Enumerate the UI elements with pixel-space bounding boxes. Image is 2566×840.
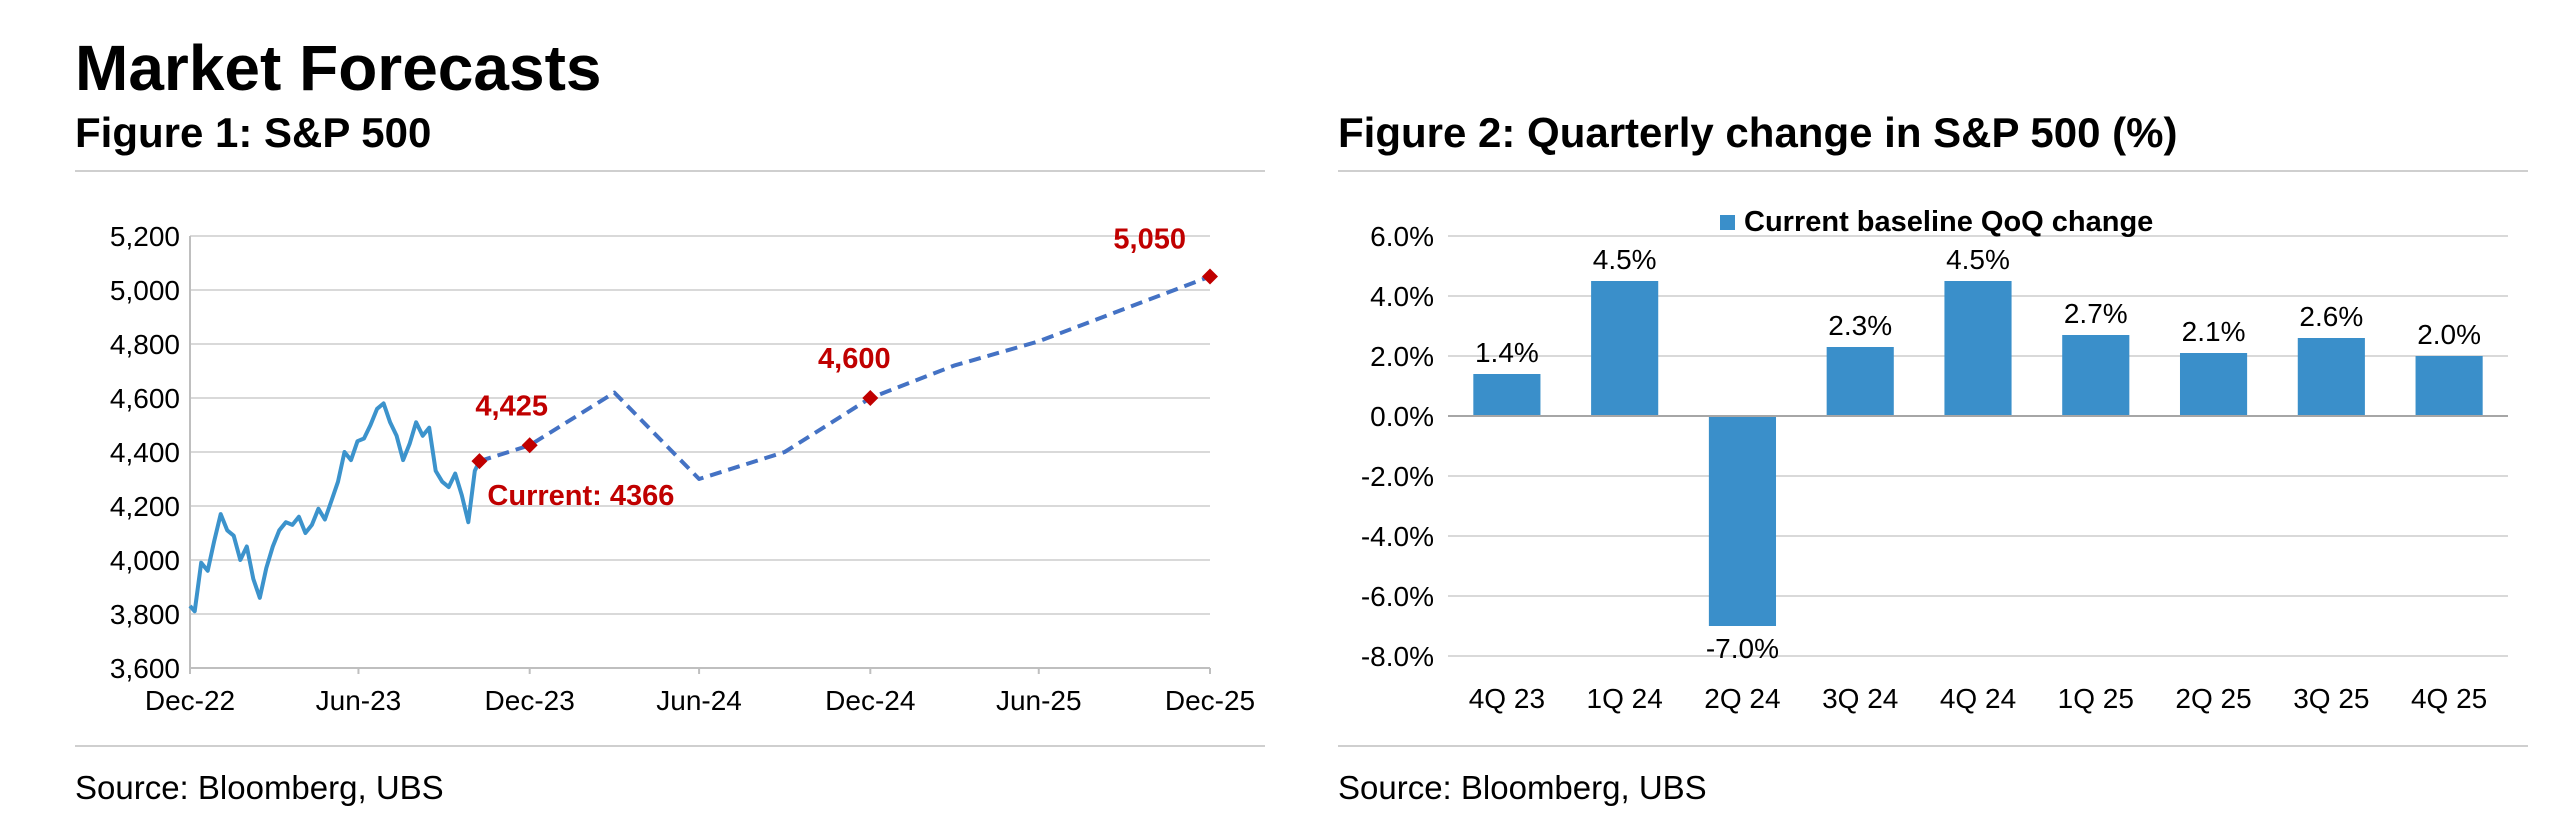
bar-data-label: 2.7% xyxy=(2064,298,2128,329)
bar xyxy=(1708,416,1777,626)
x-tick-label: Jun-25 xyxy=(996,685,1082,716)
bar-data-label: 4.5% xyxy=(1593,244,1657,275)
bar-data-label: 1.4% xyxy=(1475,337,1539,368)
figure1-source: Source: Bloomberg, UBS xyxy=(75,769,444,806)
figure1-bottom-rule xyxy=(75,745,1265,747)
x-category-label: 2Q 24 xyxy=(1704,683,1780,714)
y-tick-label: -6.0% xyxy=(1361,581,1434,612)
x-tick-label: Jun-23 xyxy=(316,685,402,716)
y-tick-label: -4.0% xyxy=(1361,521,1434,552)
bar xyxy=(2297,338,2365,416)
x-tick-label: Dec-23 xyxy=(485,685,575,716)
bar xyxy=(1826,347,1894,416)
forecast-dashed-line xyxy=(478,274,1211,481)
bar-data-label: 2.3% xyxy=(1828,310,1892,341)
sp500-line-chart: 3,600 3,800 4,000 4,200 4,400 4,600 4,800 5,000… xyxy=(110,221,1255,716)
y-tick-label: 6.0% xyxy=(1370,221,1434,252)
figure1-top-rule xyxy=(75,170,1265,172)
marker-label: 5,050 xyxy=(1113,224,1186,256)
legend-swatch xyxy=(1720,215,1735,230)
x-category-label: 4Q 24 xyxy=(1940,683,2016,714)
forecast-marker xyxy=(862,390,879,406)
y-tick-label: 0.0% xyxy=(1370,401,1434,432)
figure2-source: Source: Bloomberg, UBS xyxy=(1338,769,1707,806)
x-category-label: 4Q 23 xyxy=(1469,683,1545,714)
y-tick-label: 4,800 xyxy=(110,329,180,360)
y-tick-label: 4,600 xyxy=(110,383,180,414)
page-title: Market Forecasts xyxy=(75,32,602,104)
y-tick-label: 4,200 xyxy=(110,491,180,522)
figure2-top-rule xyxy=(1338,170,2528,172)
x-tick-label: Dec-22 xyxy=(145,685,235,716)
historical-index-line xyxy=(188,401,482,614)
bar xyxy=(2062,335,2130,416)
bar xyxy=(2415,356,2483,416)
bar xyxy=(2179,353,2248,416)
marker-label: 4,600 xyxy=(818,343,891,375)
legend-label: Current baseline QoQ change xyxy=(1744,206,2153,238)
x-category-label: 3Q 25 xyxy=(2293,683,2369,714)
marker-label: Current: 4366 xyxy=(487,480,674,512)
forecast-marker xyxy=(471,453,488,470)
y-tick-label: 4,400 xyxy=(110,437,180,468)
y-tick-label: -8.0% xyxy=(1361,641,1434,672)
bar xyxy=(1473,374,1541,416)
marker-label: 4,425 xyxy=(475,390,548,422)
figure2-title: Figure 2: Quarterly change in S&P 500 (%… xyxy=(1338,109,2178,156)
x-category-label: 3Q 24 xyxy=(1822,683,1898,714)
figure2-bottom-rule xyxy=(1338,745,2528,747)
bar-data-label: 2.0% xyxy=(2417,319,2481,350)
forecast-marker xyxy=(521,437,538,454)
bar-data-label: 4.5% xyxy=(1946,244,2010,275)
bar-data-label: 2.6% xyxy=(2299,301,2363,332)
y-tick-label: 2.0% xyxy=(1370,341,1434,372)
bar-data-label: 2.1% xyxy=(2182,316,2246,347)
bar-data-label: -7.0% xyxy=(1706,633,1779,664)
forecast-marker xyxy=(1202,268,1218,285)
bar xyxy=(1591,281,1659,416)
y-tick-label: 4.0% xyxy=(1370,281,1434,312)
figure1-title: Figure 1: S&P 500 xyxy=(75,109,432,156)
x-category-label: 1Q 25 xyxy=(2058,683,2134,714)
y-tick-label: 4,000 xyxy=(110,545,180,576)
y-tick-label: 5,000 xyxy=(110,275,180,306)
x-category-label: 2Q 25 xyxy=(2175,683,2251,714)
y-tick-label: -2.0% xyxy=(1361,461,1434,492)
x-tick-label: Dec-25 xyxy=(1165,685,1255,716)
x-category-label: 1Q 24 xyxy=(1587,683,1663,714)
x-tick-label: Dec-24 xyxy=(825,685,915,716)
x-category-label: 4Q 25 xyxy=(2411,683,2487,714)
y-tick-label: 5,200 xyxy=(110,221,180,252)
quarterly-change-bar-chart: -8.0% -6.0% -4.0% -2.0% 0.0% 2.0% 4.0% 6.0% 1.4%… xyxy=(1361,206,2508,714)
y-tick-label: 3,800 xyxy=(110,599,180,630)
bar xyxy=(1944,281,2012,416)
y-tick-label: 3,600 xyxy=(110,653,180,684)
x-tick-label: Jun-24 xyxy=(656,685,742,716)
